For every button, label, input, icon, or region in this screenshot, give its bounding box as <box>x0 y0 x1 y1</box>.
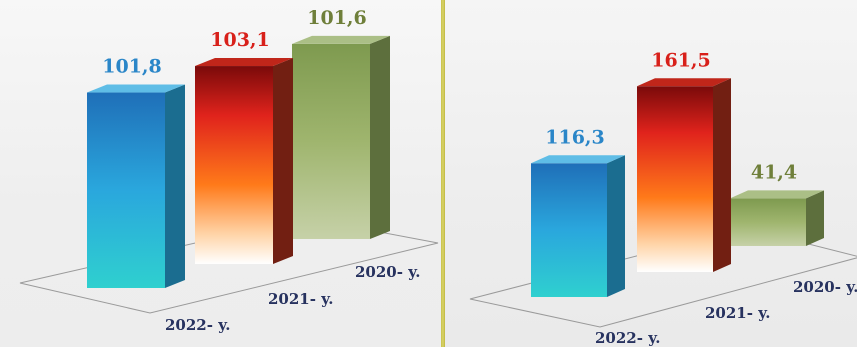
bar-3 <box>730 190 824 246</box>
bar-2 <box>637 78 731 273</box>
bar-top-face <box>195 58 293 67</box>
bar-1 <box>87 84 185 288</box>
category-label-3: 2020- y. <box>355 263 420 281</box>
bar-side-face <box>273 58 293 264</box>
value-label-1: 101,8 <box>102 56 162 78</box>
chart-panel-left: 101,6 103,1 101,8 2022- y. 2021- y. 2020- y. <box>0 0 441 347</box>
bar-top-face <box>730 190 824 199</box>
value-label-1: 116,3 <box>545 126 605 148</box>
bar-side-face <box>806 190 824 246</box>
category-label-2: 2021- y. <box>268 290 333 308</box>
value-label-2: 103,1 <box>210 29 270 51</box>
bar-1 <box>531 155 625 297</box>
bar-top-face <box>637 78 731 87</box>
bar-top-face <box>87 84 185 93</box>
bar-2 <box>195 58 293 264</box>
bar-side-face <box>370 35 390 239</box>
bar-front-face <box>195 66 273 264</box>
category-label-1: 2022- y. <box>595 329 660 347</box>
bar-chart-left: 101,6 103,1 101,8 2022- y. 2021- y. 2020- y. <box>19 7 439 334</box>
bar-front-face <box>292 43 370 239</box>
bar-3 <box>292 35 390 239</box>
bar-front-face <box>730 198 806 246</box>
bar-side-face <box>607 155 625 297</box>
value-label-2: 161,5 <box>651 49 711 71</box>
bar-front-face <box>531 163 607 297</box>
bar-front-face <box>87 92 165 288</box>
bar-side-face <box>713 78 731 273</box>
value-label-3: 101,6 <box>307 7 367 29</box>
bar-front-face <box>637 86 713 273</box>
category-label-2: 2021- y. <box>705 304 770 322</box>
value-label-3: 41,4 <box>751 161 797 183</box>
bar-side-face <box>165 84 185 288</box>
bar-chart-right: 41,4 161,5 116,3 2022- y. 2021- y. 2020- y. <box>469 49 857 347</box>
panel-divider <box>441 0 445 347</box>
category-label-3: 2020- y. <box>793 278 857 296</box>
bar-top-face <box>292 35 390 44</box>
category-label-1: 2022- y. <box>165 316 230 334</box>
bar-top-face <box>531 155 625 164</box>
chart-panel-right: 41,4 161,5 116,3 2022- y. 2021- y. 2020- y. <box>445 0 857 347</box>
